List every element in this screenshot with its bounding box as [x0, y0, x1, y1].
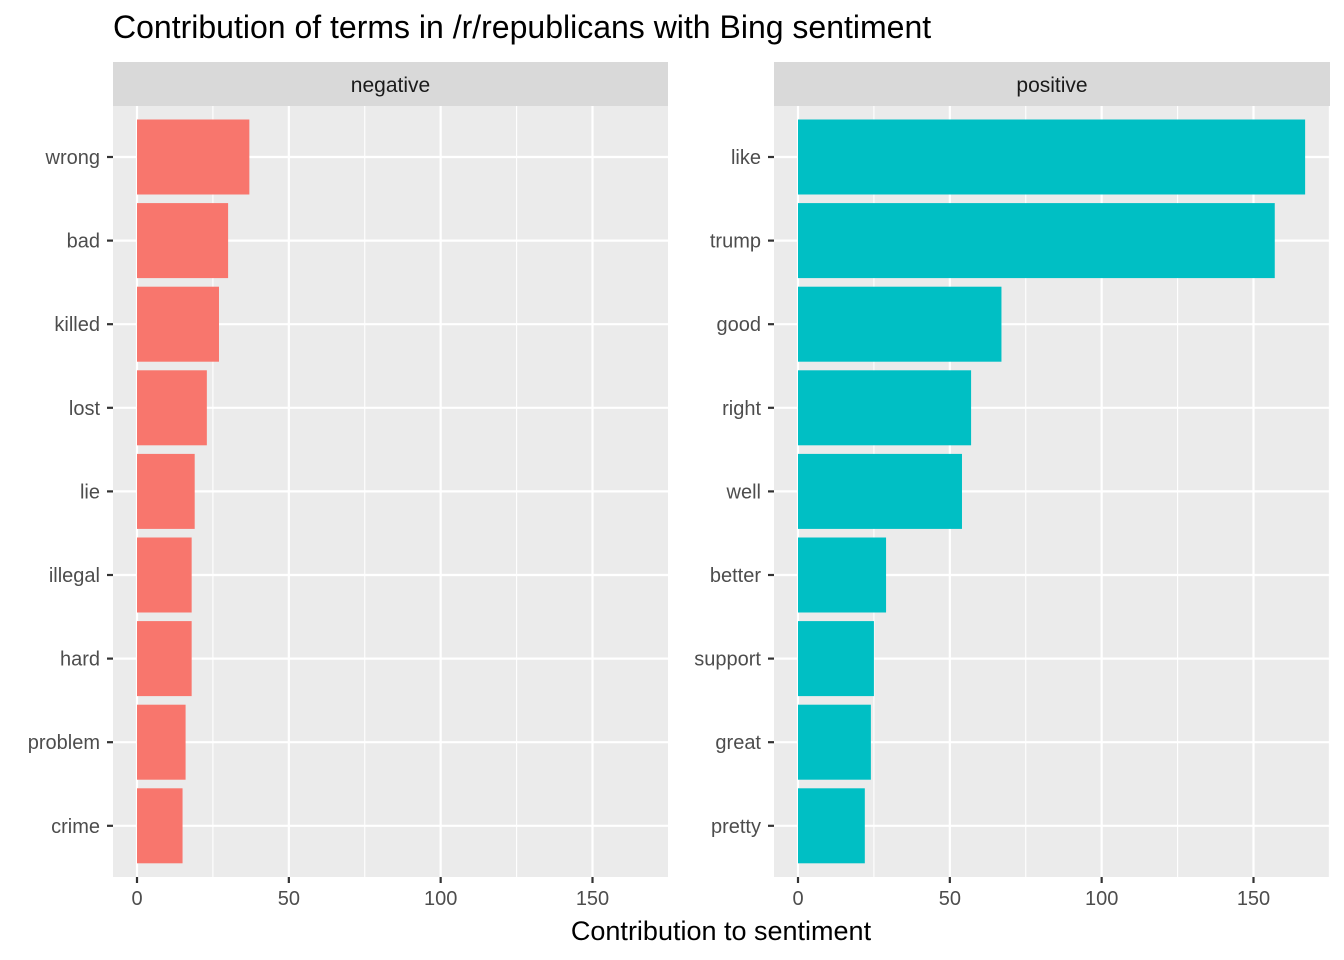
x-tick-label: 150: [1237, 888, 1270, 910]
bar-killed: [137, 286, 219, 362]
y-tick-label: crime: [51, 816, 100, 838]
bar-like: [798, 119, 1306, 195]
bar-pretty: [798, 788, 865, 864]
bar-problem: [137, 704, 186, 780]
y-tick-label: better: [710, 565, 761, 587]
x-tick-label: 100: [1085, 888, 1118, 910]
facet-label: positive: [1016, 74, 1087, 97]
y-tick-label: wrong: [45, 147, 100, 169]
x-tick-label: 0: [131, 888, 142, 910]
x-tick-label: 0: [792, 888, 803, 910]
x-tick-label: 50: [278, 888, 300, 910]
bar-bad: [137, 203, 229, 279]
bar-lost: [137, 370, 207, 446]
bar-support: [798, 621, 874, 697]
y-tick-label: bad: [67, 231, 100, 253]
bar-lie: [137, 453, 195, 529]
chart-title: Contribution of terms in /r/republicans …: [113, 9, 931, 45]
panel-positive: positive like trump good right well better supp…: [694, 62, 1330, 910]
facet-strip: [113, 62, 668, 106]
x-tick-label: 50: [939, 888, 961, 910]
y-tick-label: illegal: [49, 565, 100, 587]
y-tick-label: support: [694, 649, 761, 671]
bar-right: [798, 370, 972, 446]
panel-negative: negative wrong bad killed lost lie illegal hard…: [28, 62, 668, 910]
y-tick-label: well: [726, 481, 761, 503]
facet-strip: [774, 62, 1330, 106]
y-tick-label: lie: [80, 481, 100, 503]
chart-panels: negative wrong bad killed lost lie illegal hard…: [28, 62, 1330, 910]
bar-well: [798, 453, 962, 529]
bar-wrong: [137, 119, 250, 195]
bar-trump: [798, 203, 1275, 279]
bar-better: [798, 537, 887, 613]
y-tick-label: trump: [710, 231, 761, 253]
bar-great: [798, 704, 871, 780]
y-tick-label: lost: [69, 398, 101, 420]
y-tick-label: good: [717, 314, 762, 336]
y-tick-label: pretty: [711, 816, 761, 838]
facet-label: negative: [351, 74, 430, 97]
x-tick-label: 150: [576, 888, 609, 910]
x-axis-title: Contribution to sentiment: [571, 916, 872, 946]
y-tick-label: problem: [28, 732, 100, 754]
bar-illegal: [137, 537, 192, 613]
bar-hard: [137, 621, 192, 697]
y-tick-label: like: [731, 147, 761, 169]
bar-crime: [137, 788, 183, 864]
bar-good: [798, 286, 1002, 362]
x-tick-label: 100: [424, 888, 457, 910]
y-tick-label: hard: [60, 649, 100, 671]
y-tick-label: great: [715, 732, 761, 754]
y-tick-label: right: [722, 398, 761, 420]
y-tick-label: killed: [54, 314, 100, 336]
